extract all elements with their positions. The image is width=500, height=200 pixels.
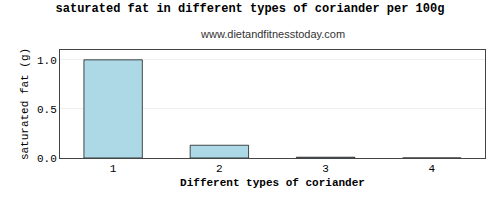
svg-text:1: 1 (110, 163, 117, 175)
svg-text:2: 2 (216, 163, 223, 175)
svg-text:0.0: 0.0 (37, 153, 57, 165)
svg-text:0.5: 0.5 (37, 104, 57, 116)
svg-text:1.0: 1.0 (37, 55, 57, 67)
svg-text:www.dietandfitnesstoday.com: www.dietandfitnesstoday.com (200, 28, 345, 40)
svg-text:saturated fat in different typ: saturated fat in different types of cori… (56, 2, 445, 16)
svg-text:saturated fat (g): saturated fat (g) (19, 48, 31, 160)
svg-text:3: 3 (322, 163, 329, 175)
svg-text:4: 4 (429, 163, 436, 175)
svg-text:Different types of coriander: Different types of coriander (180, 177, 365, 189)
